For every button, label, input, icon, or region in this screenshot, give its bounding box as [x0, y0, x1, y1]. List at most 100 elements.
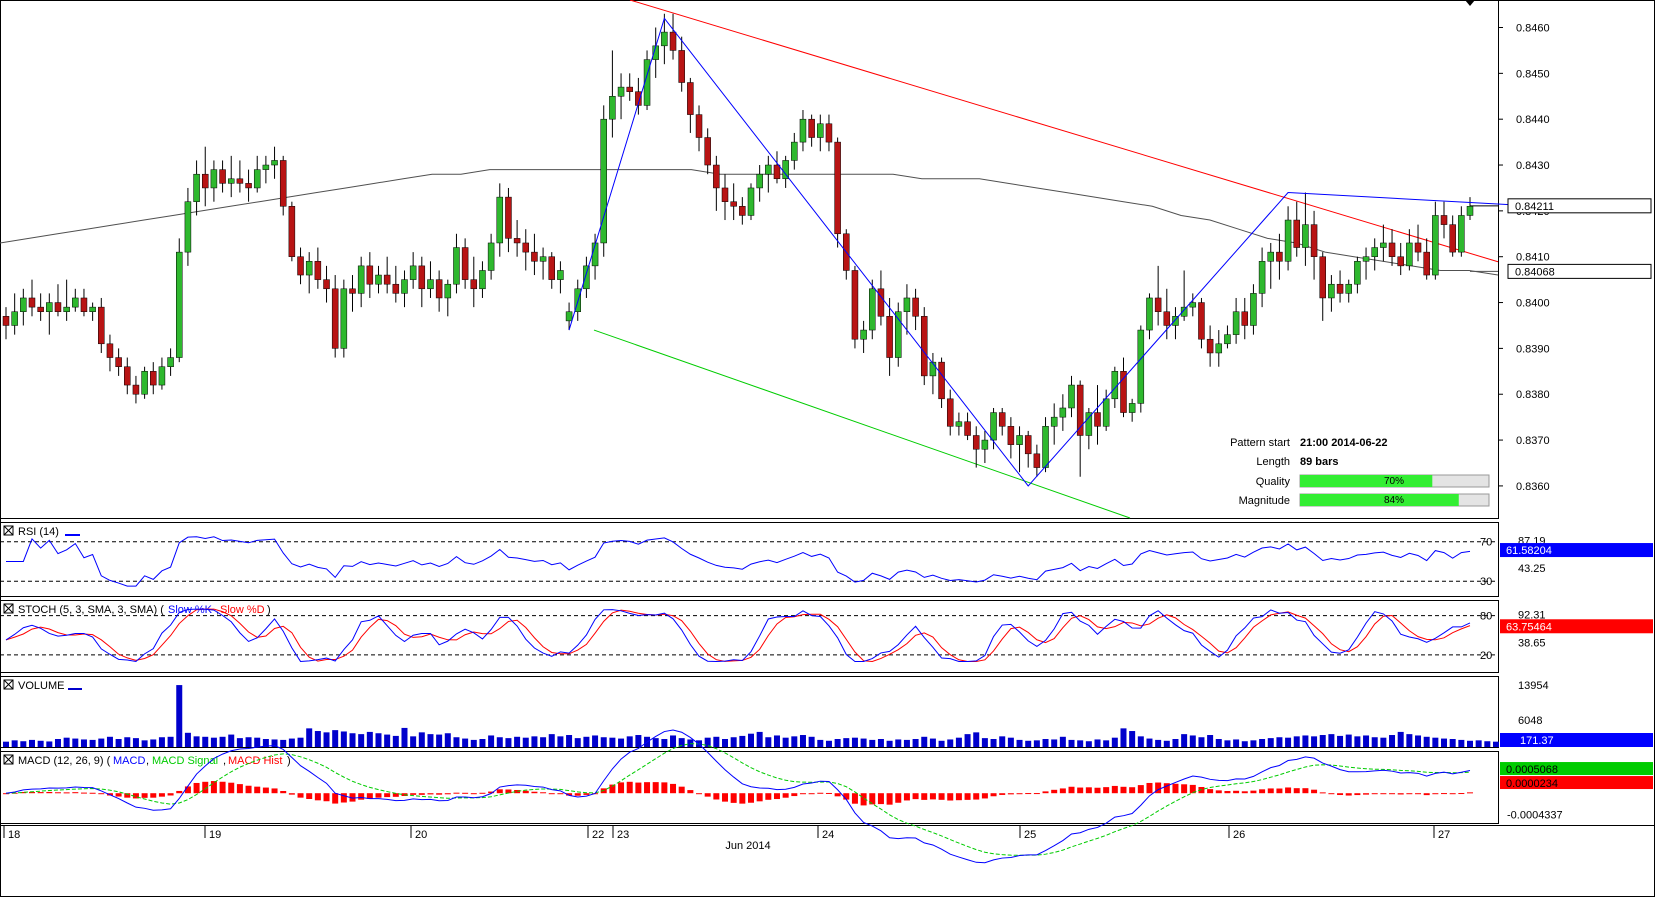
volume-bar: [652, 738, 659, 747]
candle-body: [210, 169, 218, 189]
macd-hist-bar: [1007, 793, 1014, 795]
candle-body: [583, 265, 590, 290]
volume-bar: [1007, 737, 1014, 747]
candle-body: [418, 265, 426, 290]
time-axis-label: 26: [1233, 829, 1245, 841]
volume-bar: [600, 737, 607, 747]
macd-hist-bar: [176, 790, 183, 794]
macd-hist-bar: [730, 793, 737, 803]
macd-hist-bar: [1389, 793, 1396, 795]
volume-bar: [1163, 740, 1170, 747]
macd-hist-bar: [427, 793, 434, 795]
macd-hist-bar: [505, 789, 512, 794]
volume-bar: [1111, 737, 1118, 747]
volume-bar: [54, 739, 61, 747]
volume-bar: [479, 739, 486, 747]
candle-body: [1137, 329, 1145, 404]
volume-bar: [670, 735, 677, 747]
volume-bar: [817, 739, 824, 747]
last-price-badge-text: 0.84211: [1515, 201, 1554, 213]
macd-hist-bar: [306, 793, 313, 799]
candle-body: [713, 164, 720, 189]
candle-body: [548, 256, 556, 280]
volume-bar: [427, 734, 434, 747]
macd-hist-bar: [115, 793, 122, 797]
macd-hist-bar: [1363, 793, 1370, 795]
volume-bar: [1492, 741, 1499, 747]
volume-bar: [202, 736, 209, 747]
macd-hist-bar: [1103, 787, 1110, 794]
candle-body: [739, 206, 746, 216]
volume-bar: [1423, 736, 1430, 747]
macd-hist-bar: [358, 793, 365, 800]
macd-hist-bar: [366, 793, 373, 799]
candle-body: [1232, 311, 1240, 335]
macd-hist-bar: [193, 782, 200, 794]
macd-hist-bar: [1137, 785, 1144, 794]
candle-body: [236, 178, 244, 184]
candle-body: [903, 297, 911, 312]
volume-bar: [358, 734, 365, 747]
candle-body: [1206, 338, 1214, 354]
candle-body: [1406, 242, 1413, 267]
stoch-badge-text: 63.75464: [1506, 621, 1552, 633]
candle-body: [1198, 302, 1205, 340]
volume-bar: [808, 736, 815, 747]
volume-bar: [1311, 736, 1318, 747]
volume-bar: [895, 739, 902, 747]
volume-bar: [1467, 740, 1473, 747]
macd-hist-bar: [1345, 793, 1352, 796]
candle-body: [617, 86, 625, 97]
candle-body: [427, 279, 434, 290]
macd-hist-bar: [1207, 789, 1214, 794]
macd-hist-bar: [955, 793, 962, 801]
volume-bar: [418, 732, 425, 747]
volume-bar: [228, 734, 235, 747]
macd-hist-bar: [947, 793, 954, 801]
macd-hist-bar: [817, 792, 824, 794]
volume-bar: [401, 727, 408, 747]
macd-hist-bar: [1181, 784, 1188, 794]
candle-body: [1042, 426, 1049, 468]
macd-hist-bar: [644, 782, 651, 794]
candle-body: [11, 311, 18, 326]
rsi-level-label: 30: [1480, 576, 1492, 588]
candle-body: [37, 306, 44, 312]
macd-hist-bar: [522, 790, 529, 794]
magnitude-bar-fill: [1300, 494, 1459, 506]
candle-body: [1319, 256, 1326, 299]
candle-body: [522, 242, 530, 253]
candle-body: [357, 265, 365, 294]
candle-body: [201, 173, 209, 189]
macd-hist-bar: [496, 789, 503, 794]
candle-body: [765, 164, 772, 175]
volume-badge: [1500, 733, 1653, 747]
volume-bar: [574, 738, 581, 747]
macd-hist-bar: [531, 791, 538, 794]
volume-bar: [392, 735, 399, 747]
volume-bar: [280, 739, 287, 747]
candle-body: [1397, 256, 1404, 267]
volume-bar: [955, 737, 962, 747]
macd-hist-bar: [670, 783, 677, 794]
macd-hist-bar: [773, 793, 780, 800]
resistance-line: [629, 0, 1499, 263]
stoch-close-paren: ): [267, 604, 271, 616]
candle-body: [444, 283, 452, 299]
macd-hist-bar: [72, 792, 79, 794]
candle-body: [1423, 251, 1430, 276]
candle-body: [1293, 219, 1300, 248]
macd-hist-bar: [678, 786, 685, 794]
stoch-panel-title: STOCH (5, 3, SMA, 3, SMA) (: [18, 604, 164, 616]
macd-hist-bar: [1397, 793, 1404, 795]
candle-body: [158, 366, 166, 386]
macd-signal-badge: [1500, 762, 1653, 776]
macd-hist-bar: [609, 784, 616, 794]
candle-body: [305, 261, 313, 276]
candle-body: [176, 251, 183, 358]
macd-signal-badge-text: 0.0005068: [1506, 764, 1558, 776]
macd-hist-bar: [1406, 793, 1413, 795]
candle-body: [912, 297, 919, 317]
macd-hist-bar: [566, 793, 573, 796]
